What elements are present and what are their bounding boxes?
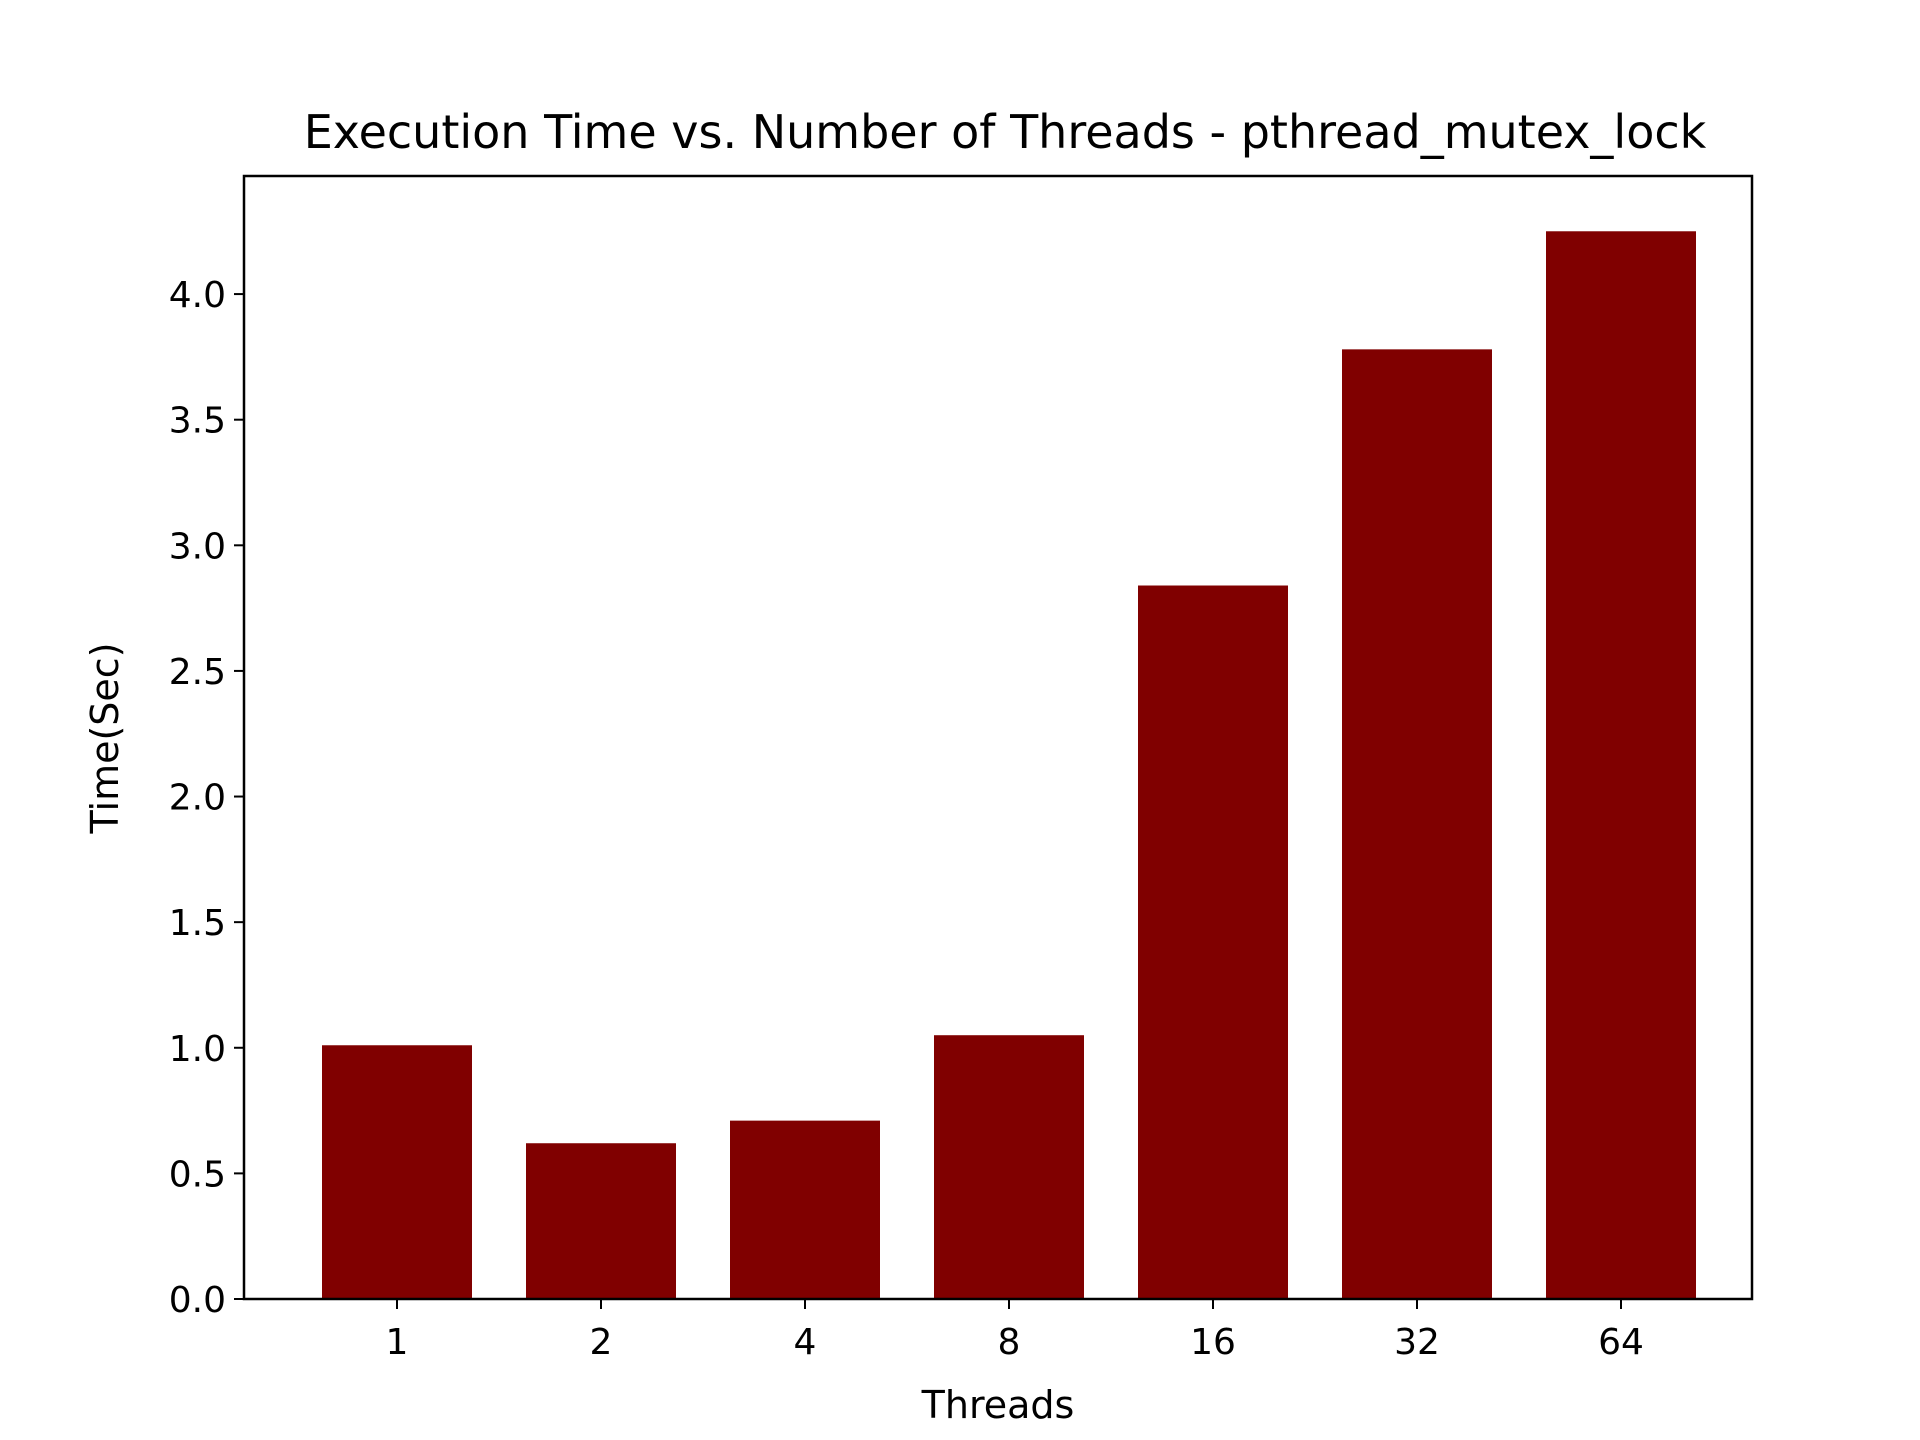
x-tick-label: 8	[998, 1322, 1021, 1363]
y-tick-label: 4.0	[169, 275, 226, 316]
x-tick-label: 32	[1394, 1322, 1440, 1363]
bar-64	[1546, 231, 1696, 1299]
bars-group	[322, 231, 1696, 1299]
y-tick-label: 0.0	[169, 1280, 226, 1321]
y-tick-label: 2.5	[169, 652, 226, 693]
x-tick-label: 16	[1190, 1322, 1236, 1363]
x-tick-label: 1	[386, 1322, 409, 1363]
y-axis-label: Time(Sec)	[83, 642, 127, 834]
x-tick-label: 2	[590, 1322, 613, 1363]
bar-2	[526, 1143, 676, 1299]
chart-title: Execution Time vs. Number of Threads - p…	[304, 105, 1707, 159]
x-axis-label: Threads	[921, 1383, 1075, 1427]
y-axis-ticks: 0.0 0.5 1.0 1.5 2.0 2.5 3.0 3.5 4.0	[169, 275, 244, 1321]
bar-8	[934, 1035, 1084, 1299]
bar-1	[322, 1045, 472, 1299]
y-tick-label: 1.5	[169, 903, 226, 944]
bar-4	[730, 1120, 880, 1299]
y-tick-label: 2.0	[169, 778, 226, 819]
y-tick-label: 1.0	[169, 1029, 226, 1070]
bar-16	[1138, 585, 1288, 1299]
y-tick-label: 3.0	[169, 526, 226, 567]
x-axis-ticks: 1 2 4 8 16 32 64	[386, 1299, 1644, 1363]
x-tick-label: 4	[794, 1322, 817, 1363]
y-tick-label: 3.5	[169, 401, 226, 442]
y-tick-label: 0.5	[169, 1154, 226, 1195]
bar-32	[1342, 349, 1492, 1299]
x-tick-label: 64	[1598, 1322, 1644, 1363]
plot-frame	[242, 174, 1754, 1301]
